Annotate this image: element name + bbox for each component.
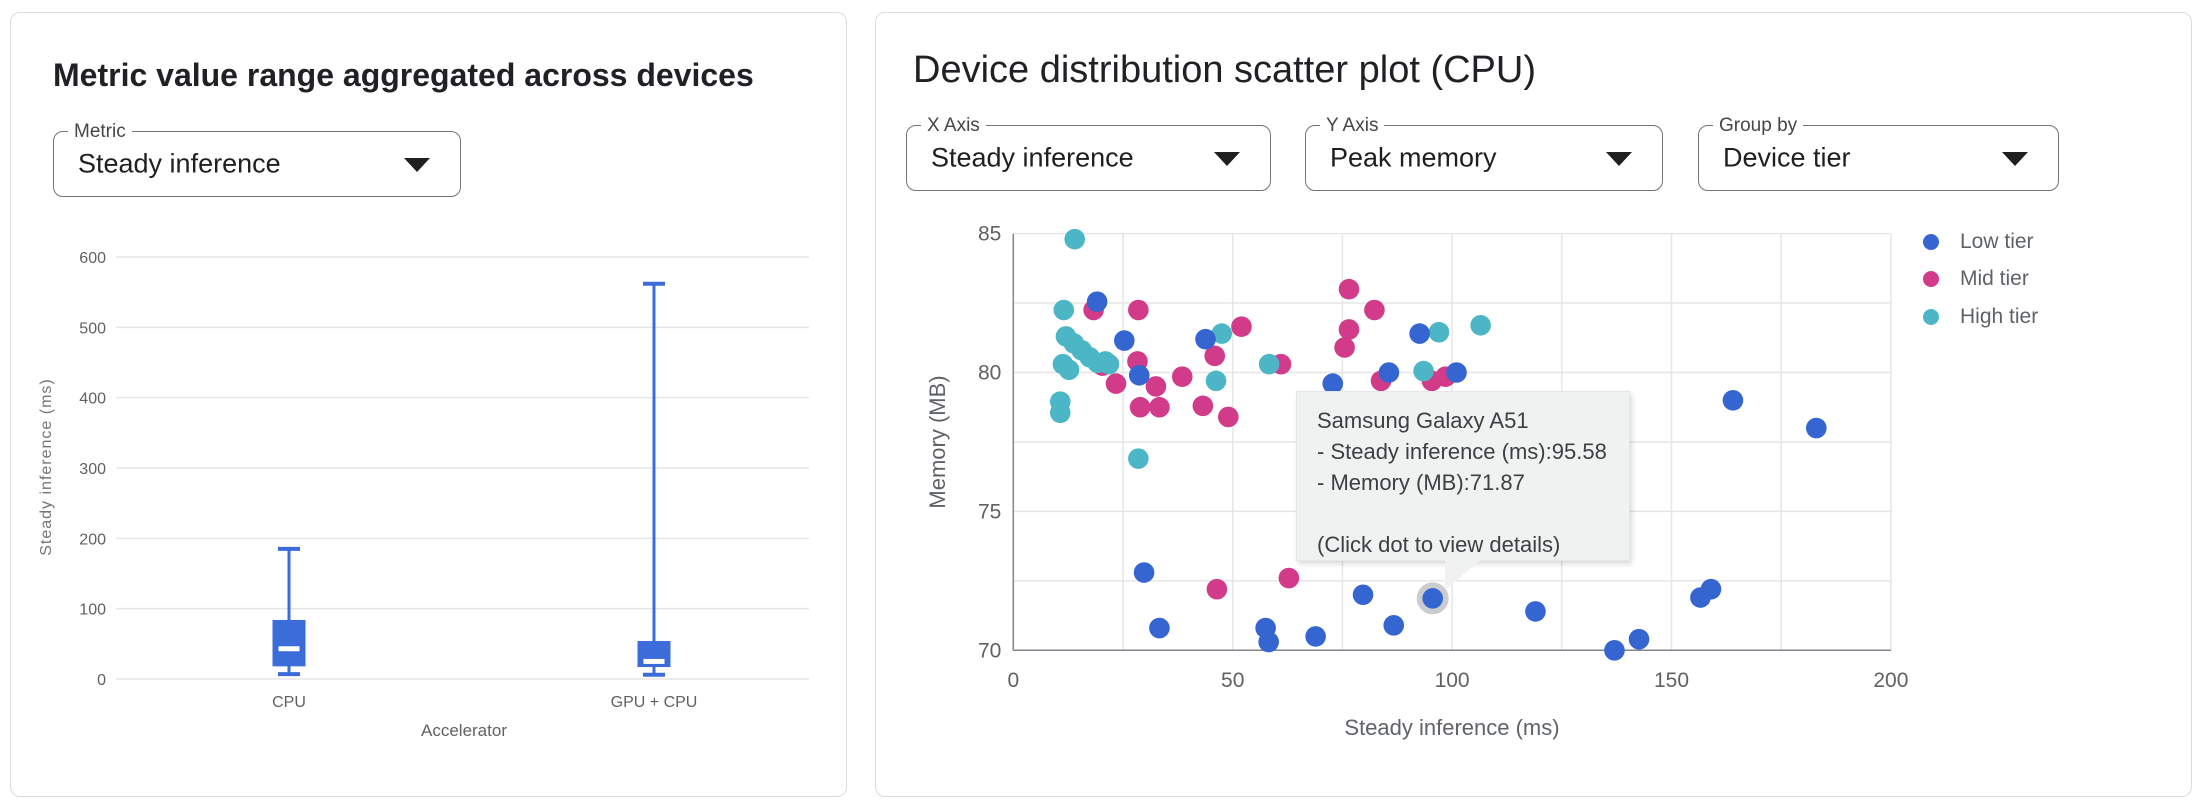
svg-text:80: 80: [978, 362, 1001, 385]
x-axis-select-value: Steady inference: [931, 142, 1134, 173]
y-axis-select-value: Peak memory: [1330, 142, 1497, 173]
svg-text:0: 0: [1007, 669, 1019, 692]
svg-text:GPU + CPU: GPU + CPU: [611, 694, 698, 711]
svg-text:100: 100: [1435, 669, 1470, 692]
svg-text:85: 85: [978, 223, 1001, 246]
svg-text:150: 150: [1654, 669, 1689, 692]
tooltip-spacer: [1317, 498, 1615, 529]
svg-text:50: 50: [1221, 669, 1244, 692]
legend-label: Low tier: [1960, 229, 2034, 253]
legend-item[interactable]: Low tier: [1923, 223, 2038, 261]
svg-text:600: 600: [79, 250, 106, 267]
svg-text:100: 100: [79, 602, 106, 619]
legend-dot-icon: [1923, 308, 1939, 325]
scatter-legend: Low tier Mid tier High tier: [1923, 223, 2038, 336]
boxplot-x-axis-title: Accelerator: [421, 721, 507, 740]
chevron-down-icon: [1214, 152, 1240, 166]
svg-text:200: 200: [1873, 669, 1908, 692]
svg-text:CPU: CPU: [272, 694, 306, 711]
svg-text:500: 500: [79, 320, 106, 337]
y-axis-select-label: Y Axis: [1320, 115, 1385, 137]
svg-text:75: 75: [978, 500, 1001, 523]
group-by-select-label: Group by: [1713, 115, 1804, 137]
svg-text:70: 70: [978, 639, 1001, 662]
scatter-card: Device distribution scatter plot (CPU) X…: [875, 12, 2192, 797]
legend-dot-icon: [1923, 271, 1939, 288]
svg-text:0: 0: [97, 672, 106, 689]
metric-select-value: Steady inference: [78, 148, 281, 179]
tooltip-x-value: - Steady inference (ms):95.58: [1317, 439, 1607, 464]
svg-text:300: 300: [79, 461, 106, 478]
boxplot-card: Metric value range aggregated across dev…: [10, 12, 847, 797]
x-axis-select[interactable]: X Axis Steady inference: [906, 115, 1271, 191]
scatter-y-axis-title: Memory (MB): [925, 375, 950, 509]
boxplot-chart[interactable]: 0 100 200 300 400 500 600 CPU GPU + CPU: [11, 13, 846, 796]
scatter-chart[interactable]: 0 50 100 150 200 70 75 80 85: [876, 13, 2191, 796]
tooltip-device-name: Samsung Galaxy A51: [1317, 408, 1529, 433]
scatter-tooltip: Samsung Galaxy A51 - Steady inference (m…: [1296, 391, 1630, 590]
legend-item[interactable]: Mid tier: [1923, 261, 2038, 299]
scatter-x-axis-title: Steady inference (ms): [1344, 715, 1560, 740]
metric-select[interactable]: Metric Steady inference: [53, 121, 461, 197]
svg-text:400: 400: [79, 391, 106, 408]
scatter-card-title: Device distribution scatter plot (CPU): [913, 49, 1536, 91]
legend-label: Mid tier: [1960, 267, 2029, 291]
boxplot-card-title: Metric value range aggregated across dev…: [53, 57, 754, 93]
tooltip-pointer: [1445, 560, 1481, 590]
tooltip-y-value: - Memory (MB):71.87: [1317, 470, 1525, 495]
boxplot-y-axis-title: Steady inference (ms): [38, 378, 55, 556]
x-axis-select-label: X Axis: [921, 115, 986, 137]
legend-label: High tier: [1960, 304, 2039, 328]
metric-select-label: Metric: [68, 121, 132, 143]
y-axis-select[interactable]: Y Axis Peak memory: [1305, 115, 1663, 191]
svg-text:200: 200: [79, 531, 106, 548]
legend-dot-icon: [1923, 233, 1939, 250]
group-by-select[interactable]: Group by Device tier: [1698, 115, 2059, 191]
chevron-down-icon: [1606, 152, 1632, 166]
chevron-down-icon: [404, 158, 430, 172]
group-by-select-value: Device tier: [1723, 142, 1851, 173]
legend-item[interactable]: High tier: [1923, 298, 2038, 336]
tooltip-hint: (Click dot to view details): [1317, 532, 1561, 557]
chevron-down-icon: [2002, 152, 2028, 166]
